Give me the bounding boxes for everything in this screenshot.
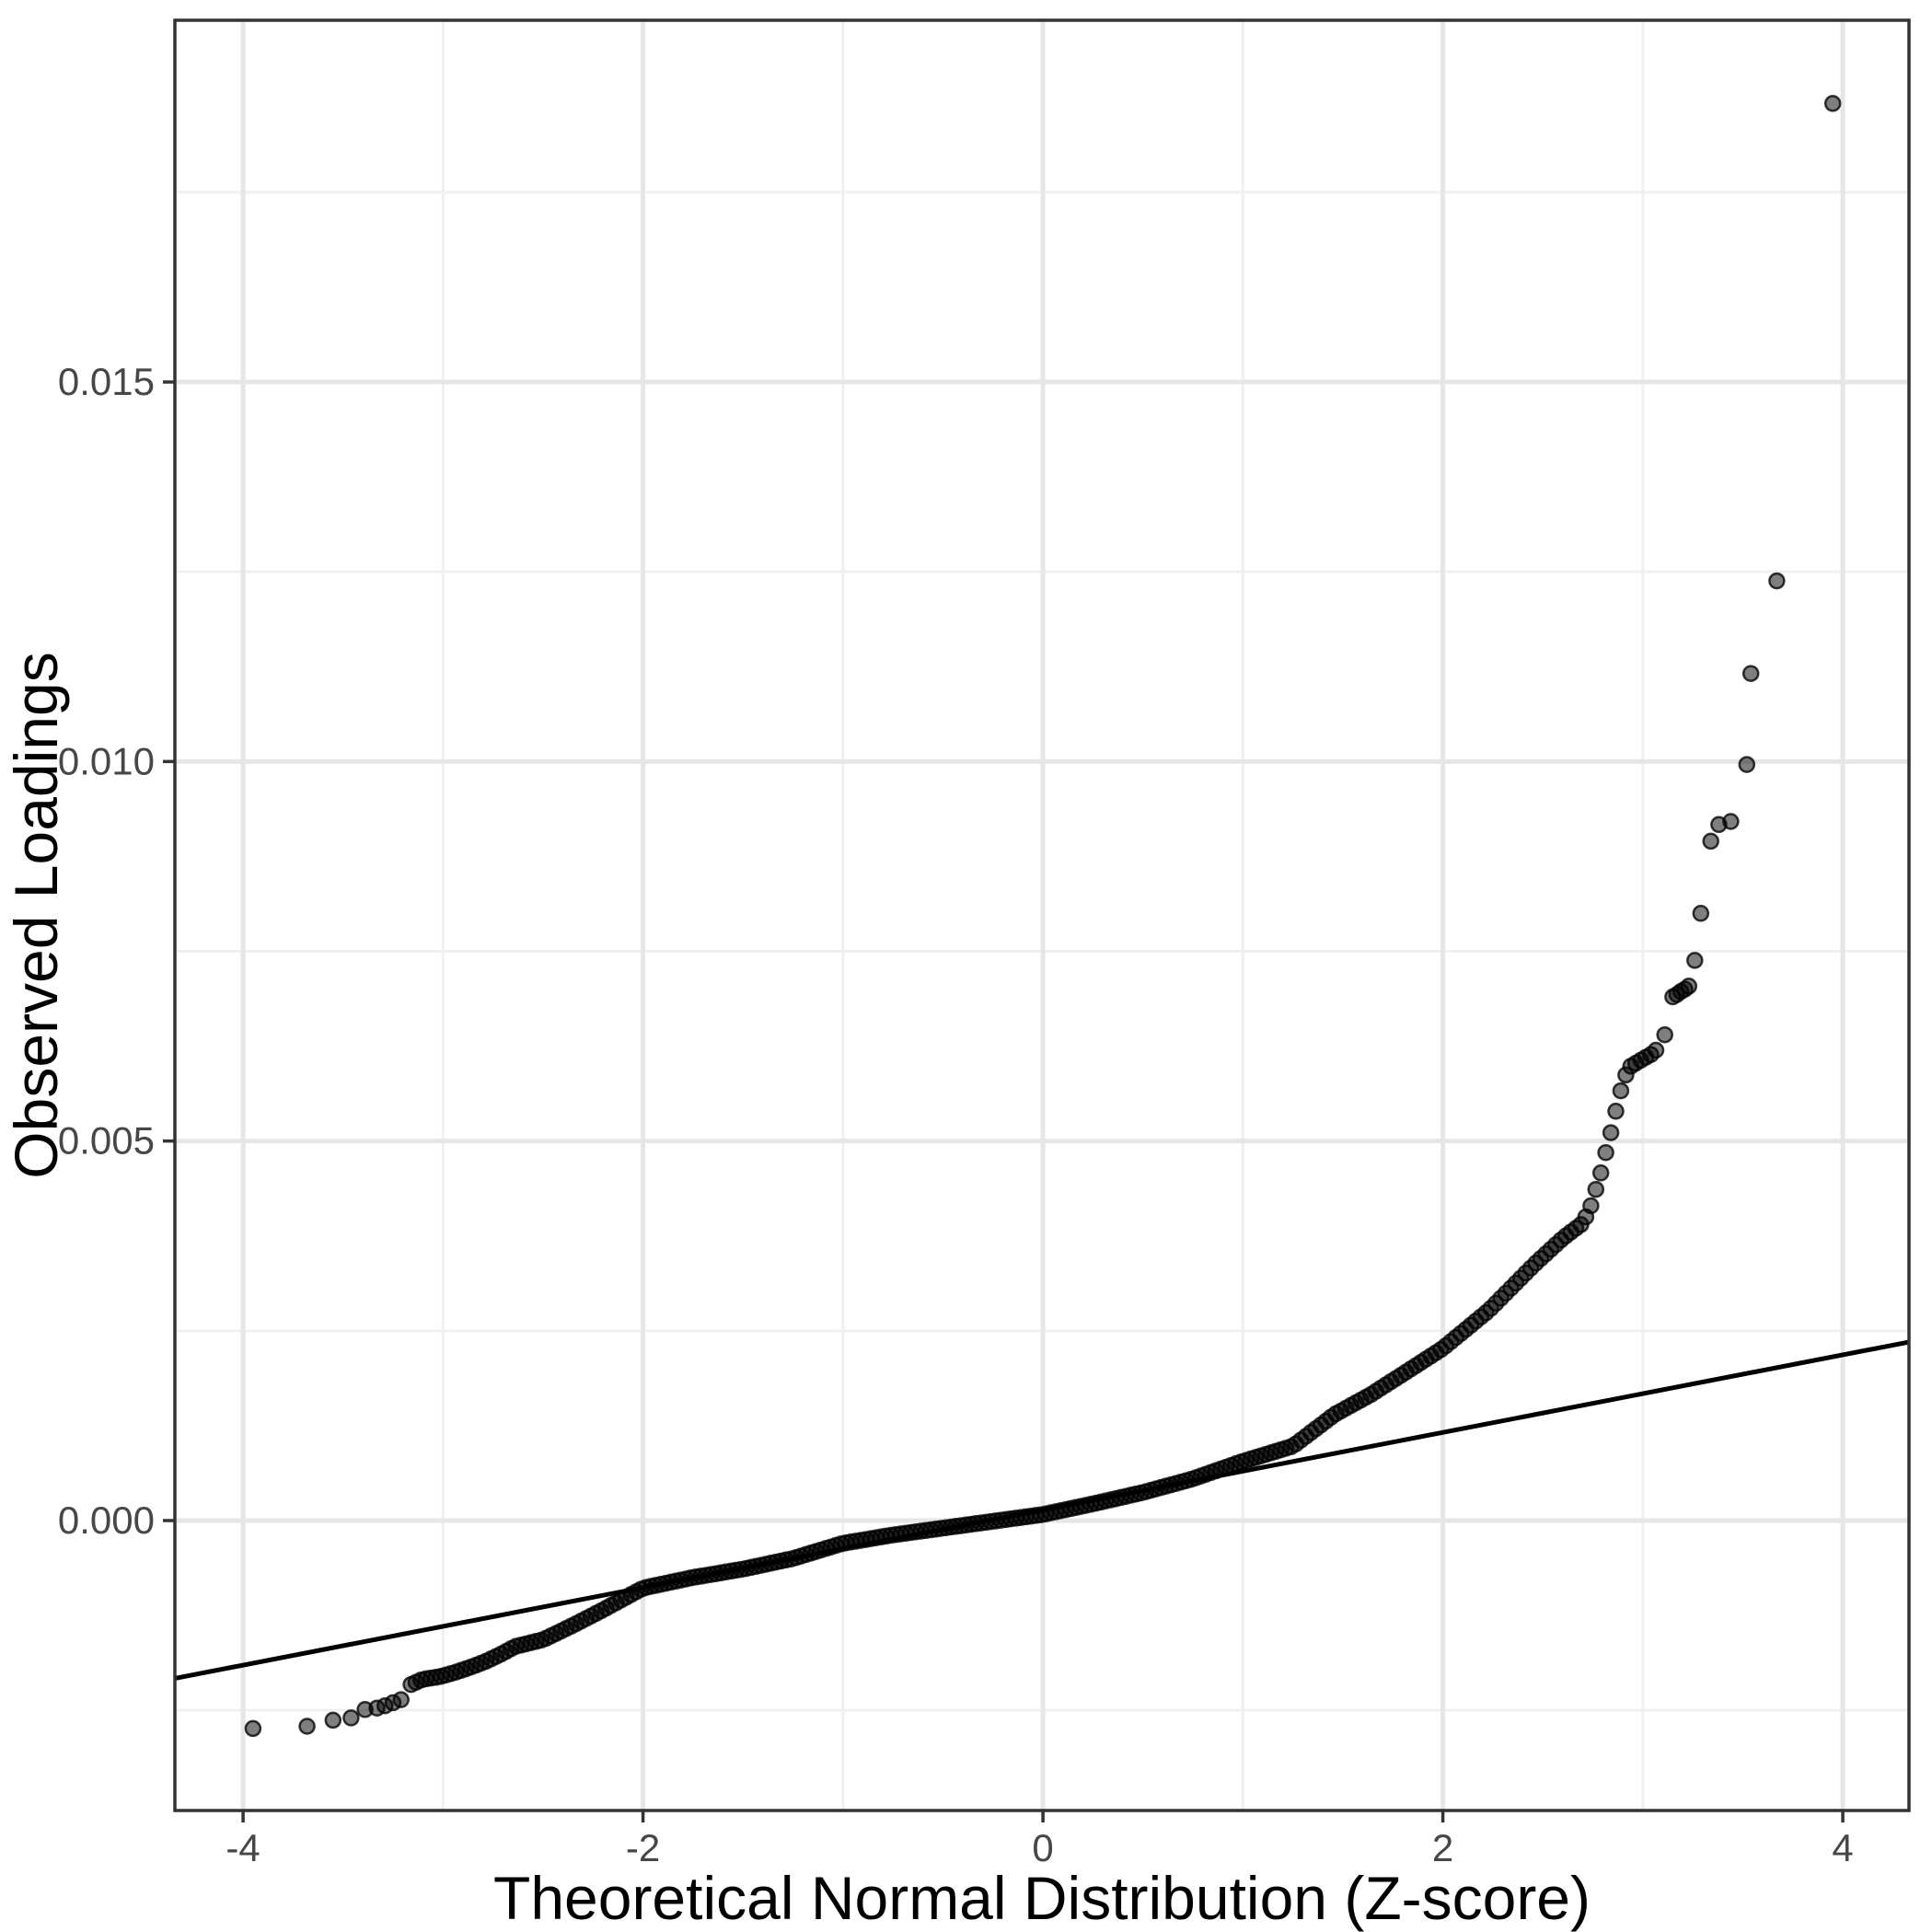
y-tick-label: 0.015 <box>58 360 155 403</box>
qq-point <box>1686 952 1704 969</box>
qq-point <box>324 1711 342 1730</box>
x-tick-label: -2 <box>626 1826 660 1869</box>
qq-point <box>1587 1180 1605 1198</box>
x-tick-label: 2 <box>1432 1826 1453 1869</box>
y-tick-label: 0.000 <box>58 1498 155 1542</box>
qq-point <box>392 1691 410 1708</box>
qq-point <box>1680 978 1698 995</box>
y-axis-title: Observed Loadings <box>2 652 70 1178</box>
qq-point <box>298 1718 316 1735</box>
qq-point <box>1702 832 1719 850</box>
major-gridlines <box>175 20 1909 1811</box>
qq-point <box>1823 95 1842 112</box>
qq-point <box>1597 1143 1614 1162</box>
qq-point <box>1768 572 1786 590</box>
qq-point <box>1722 813 1740 830</box>
x-axis-tick-labels: -4 -2 0 2 4 <box>226 1826 1853 1869</box>
qq-point <box>1738 756 1756 773</box>
qq-point <box>1741 665 1760 682</box>
qq-point <box>1591 1164 1610 1182</box>
qq-point <box>1607 1103 1625 1120</box>
y-tick-label: 0.005 <box>58 1119 155 1163</box>
qq-point <box>1602 1124 1620 1141</box>
y-axis-tick-labels: 0.000 0.005 0.010 0.015 <box>58 360 155 1542</box>
axis-tick-marks <box>163 380 1845 1822</box>
qq-point <box>342 1709 360 1727</box>
x-axis-title: Theoretical Normal Distribution (Z-score… <box>493 1864 1591 1932</box>
qq-point <box>1647 1041 1665 1059</box>
qq-point <box>1582 1197 1600 1215</box>
qq-point <box>1656 1025 1673 1044</box>
y-tick-label: 0.010 <box>58 739 155 782</box>
qq-point <box>1612 1082 1630 1100</box>
qq-point <box>1692 905 1710 922</box>
qq-scatter-points <box>244 95 1842 1738</box>
x-tick-label: 4 <box>1832 1826 1853 1869</box>
x-tick-label: -4 <box>226 1826 260 1869</box>
qq-point <box>244 1719 262 1738</box>
x-tick-label: 0 <box>1032 1826 1053 1869</box>
